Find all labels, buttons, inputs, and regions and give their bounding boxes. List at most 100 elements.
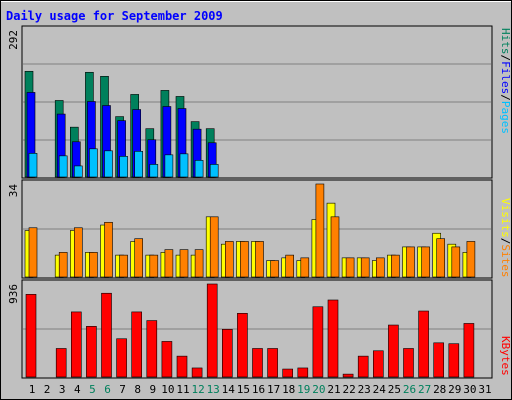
legend-hits: Hits xyxy=(499,28,512,55)
x-tick-label: 1 xyxy=(29,383,36,396)
legend-visits: Visits xyxy=(499,198,512,238)
x-tick-label: 29 xyxy=(448,383,461,396)
sites-bar xyxy=(194,249,204,278)
x-tick-label: 30 xyxy=(463,383,476,396)
sites-bar xyxy=(134,238,143,278)
x-tick-label: 27 xyxy=(418,383,431,396)
sites-bar xyxy=(104,221,113,278)
kbytes-bar xyxy=(327,299,339,378)
legend-pages: Pages xyxy=(499,101,512,134)
sites-bar xyxy=(28,227,38,278)
x-tick-label: 15 xyxy=(237,383,250,396)
x-tick-label: 10 xyxy=(161,383,174,396)
pages-bar xyxy=(119,156,128,178)
sites-bar xyxy=(345,257,355,278)
sites-bar xyxy=(391,254,400,278)
x-tick-label: 19 xyxy=(297,383,310,396)
sites-bar xyxy=(360,257,370,278)
x-tick-label: 6 xyxy=(104,383,111,396)
pages-bar xyxy=(149,164,159,178)
kbytes-bar xyxy=(161,341,173,378)
pages-bar xyxy=(209,164,219,178)
kbytes-bar xyxy=(403,348,414,378)
kbytes-bar xyxy=(25,294,37,378)
kbytes-bar xyxy=(267,348,278,378)
x-tick-label: 2 xyxy=(44,383,51,396)
kbytes-bar xyxy=(312,306,324,378)
bars-visits-sites xyxy=(24,183,476,278)
kbytes-bar xyxy=(388,324,399,378)
kbytes-bar xyxy=(101,292,112,378)
sites-bar xyxy=(270,260,279,278)
kbytes-bar xyxy=(222,329,233,378)
kbytes-bar xyxy=(357,355,369,378)
sites-bar xyxy=(375,257,385,278)
kbytes-bar xyxy=(282,368,294,378)
sites-bar xyxy=(451,246,461,278)
kbytes-bar xyxy=(206,283,218,378)
kbytes-bar xyxy=(116,338,127,378)
sites-bar xyxy=(330,216,340,278)
x-tick-label: 9 xyxy=(149,383,156,396)
x-tick-label: 21 xyxy=(327,383,340,396)
sites-bar xyxy=(74,227,83,278)
pages-bar xyxy=(194,160,204,178)
x-tick-label: 25 xyxy=(388,383,401,396)
sites-bar xyxy=(436,238,446,278)
kbytes-bar xyxy=(372,350,384,378)
sites-bar xyxy=(406,246,415,278)
sites-bar xyxy=(466,241,476,278)
kbytes-bar xyxy=(191,367,203,378)
kbytes-bar xyxy=(86,326,97,378)
x-tick-label: 18 xyxy=(282,383,295,396)
sites-bar xyxy=(149,254,159,278)
kbytes-bar xyxy=(448,343,460,378)
legend-sep-1: / xyxy=(499,55,512,62)
legend-files: Files xyxy=(499,61,512,94)
pages-bar xyxy=(164,154,174,178)
y-max-label-visits: 34 xyxy=(7,184,20,198)
sites-bar xyxy=(164,249,174,278)
legend-sep-3: / xyxy=(499,238,512,245)
x-tick-label: 16 xyxy=(252,383,265,396)
sites-bar xyxy=(315,183,325,278)
sites-bar xyxy=(255,241,264,278)
x-tick-label: 22 xyxy=(342,383,355,396)
x-tick-label: 7 xyxy=(119,383,126,396)
sites-bar xyxy=(58,252,68,278)
x-tick-label: 3 xyxy=(59,383,66,396)
legend-sites: Sites xyxy=(499,244,512,277)
kbytes-bar xyxy=(237,313,248,378)
sites-bar xyxy=(225,241,234,278)
kbytes-bar xyxy=(71,311,82,378)
legend-hits-files-pages: Hits/Files/Pages xyxy=(499,28,512,134)
x-tick-label: 23 xyxy=(358,383,371,396)
sites-bar xyxy=(209,216,219,278)
legend-sep-2: / xyxy=(499,94,512,101)
sites-bar xyxy=(119,254,128,278)
sites-bar xyxy=(240,241,249,278)
x-tick-label: 14 xyxy=(222,383,236,396)
legend-visits-sites: Visits/Sites xyxy=(499,198,512,278)
pages-bar xyxy=(134,151,143,178)
pages-bar xyxy=(58,155,68,178)
x-tick-label: 31 xyxy=(478,383,491,396)
frame-highlight xyxy=(1,1,511,2)
bars-kbytes xyxy=(25,283,475,378)
kbytes-bar xyxy=(252,348,263,378)
kbytes-bar xyxy=(342,373,354,378)
kbytes-bar xyxy=(418,310,429,378)
kbytes-bar xyxy=(463,323,475,378)
sites-bar xyxy=(89,252,98,278)
x-tick-label: 12 xyxy=(191,383,204,396)
x-tick-label: 8 xyxy=(134,383,141,396)
y-max-label-hits: 292 xyxy=(7,30,20,50)
x-tick-label: 11 xyxy=(176,383,189,396)
kbytes-bar xyxy=(297,367,309,378)
x-tick-label: 24 xyxy=(373,383,387,396)
x-tick-label: 4 xyxy=(74,383,81,396)
bars-hits-files-pages xyxy=(24,70,219,178)
kbytes-bar xyxy=(131,311,142,378)
x-tick-label: 17 xyxy=(267,383,280,396)
x-tick-label: 26 xyxy=(403,383,416,396)
